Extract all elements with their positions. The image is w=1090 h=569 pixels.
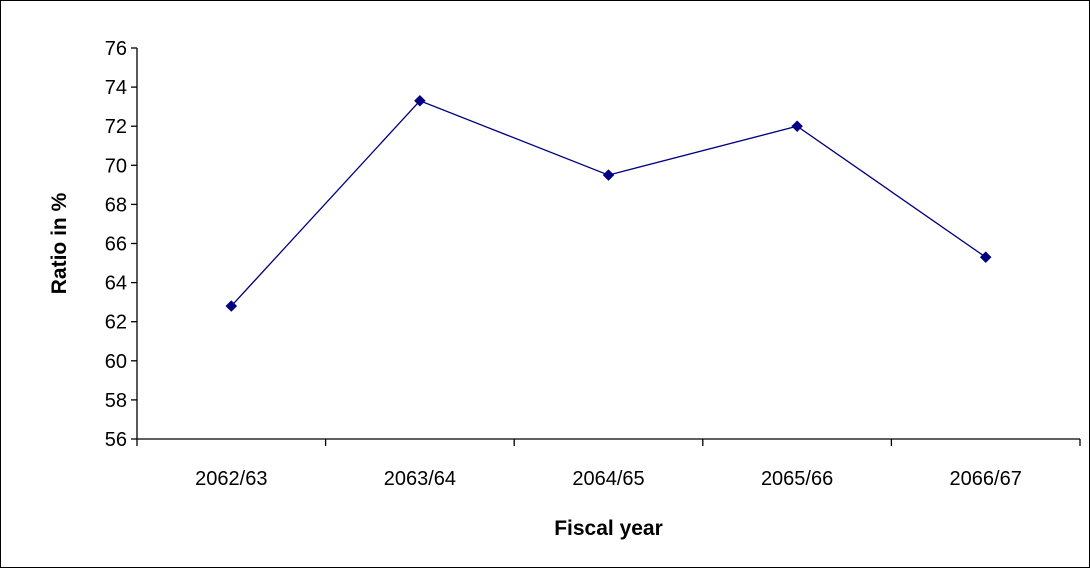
x-tick-label: 2064/65: [572, 468, 644, 490]
x-axis-ticks: 2062/63 2063/64 2064/65 2065/66 2066/67: [136, 439, 1081, 490]
y-tick-label: 74: [105, 77, 127, 99]
data-point-marker: [602, 169, 615, 181]
y-tick-label: 64: [105, 273, 127, 295]
data-point-marker: [225, 300, 238, 312]
y-tick-label: 72: [105, 116, 127, 138]
x-tick-label: 2065/66: [761, 468, 833, 490]
y-tick-label: 58: [105, 390, 127, 412]
x-tick-label: 2062/63: [195, 468, 267, 490]
x-tick-label: 2063/64: [384, 468, 456, 490]
y-tick-label: 60: [105, 351, 127, 373]
y-tick-label: 66: [105, 234, 127, 256]
y-tick-label: 56: [105, 429, 127, 451]
data-point-marker: [414, 94, 426, 107]
data-point-marker: [791, 120, 803, 133]
y-tick-label: 76: [105, 38, 127, 60]
x-tick-label: 2066/67: [950, 468, 1022, 490]
y-axis-ticks: 56 58 60 62 64 66 68 70 72 74 76: [105, 38, 137, 451]
y-tick-label: 70: [105, 155, 127, 177]
y-tick-label: 62: [105, 312, 127, 334]
y-tick-label: 68: [105, 194, 127, 216]
series-line: [230, 100, 987, 307]
x-axis-title: Fiscal year: [554, 517, 663, 540]
y-axis-title: Ratio in %: [48, 192, 71, 294]
data-point-marker: [979, 251, 992, 264]
data-markers: [225, 94, 992, 312]
